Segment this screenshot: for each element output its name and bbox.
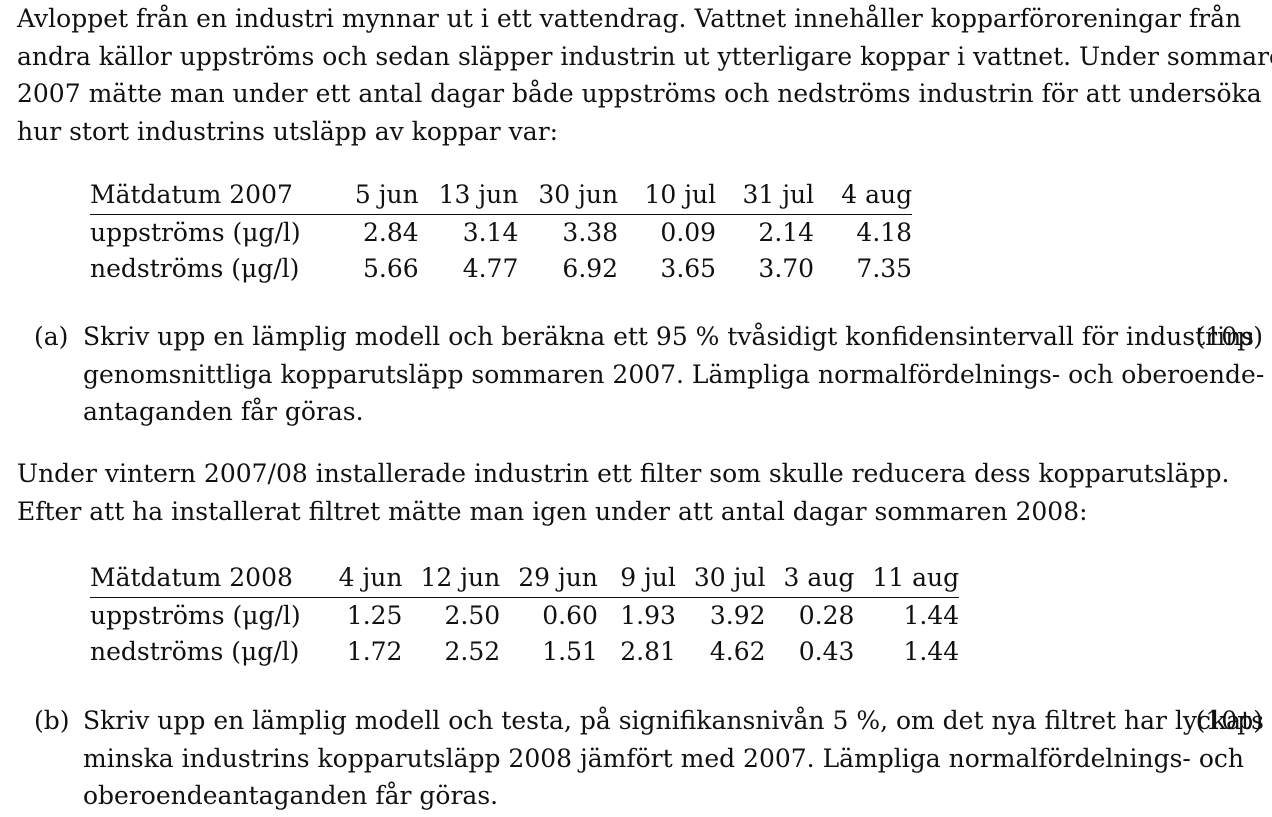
date-header: 29 jun — [500, 560, 598, 598]
date-header: 3 aug — [765, 560, 855, 598]
table-header-row: Mätdatum 2007 5 jun 13 jun 30 jun 10 jul… — [90, 177, 913, 215]
row-label-upstream: uppströms (μg/l) — [90, 601, 301, 630]
date-header: 10 jul — [618, 177, 717, 215]
table-row: uppströms (μg/l) 1.25 2.50 0.60 1.93 3.9… — [90, 598, 959, 635]
table-cell: 1.72 — [346, 637, 403, 666]
table-cell: 1.44 — [903, 601, 960, 630]
task-b-line: minska industrins kopparutsläpp 2008 jäm… — [83, 743, 1244, 773]
table-header-row: Mätdatum 2008 4 jun 12 jun 29 jun 9 jul … — [90, 560, 960, 598]
table-cell: 0.28 — [798, 601, 855, 630]
task-a-points: (10p) — [1195, 322, 1263, 351]
table-row: uppströms (μg/l) 2.84 3.14 3.38 0.09 2.1… — [90, 215, 912, 252]
table-cell: 3.38 — [562, 218, 619, 247]
task-a-text: Skriv upp en lämplig modell och beräkna … — [83, 318, 1265, 431]
date-header: 4 jun — [320, 560, 403, 598]
date-header: 13 jun — [418, 177, 519, 215]
table-header-label: Mätdatum 2007 — [90, 177, 321, 215]
table-cell: 2.81 — [620, 637, 676, 666]
task-a-line: antaganden får göras. — [83, 397, 364, 426]
middle-line: Efter att ha installerat filtret mätte m… — [17, 496, 1088, 526]
table-cell: 0.09 — [660, 218, 717, 247]
date-header: 4 aug — [814, 177, 913, 215]
task-b-line: Skriv upp en lämplig modell och testa, p… — [83, 706, 1264, 735]
middle-paragraph: Under vintern 2007/08 installerade indus… — [17, 455, 1230, 530]
table-cell: 3.70 — [758, 254, 815, 283]
task-b-label: (b) — [34, 706, 70, 735]
intro-line: andra källor uppströms och sedan släpper… — [17, 41, 1272, 71]
task-a-label: (a) — [34, 322, 69, 351]
table-cell: 2.52 — [444, 637, 501, 666]
intro-line: 2007 mätte man under ett antal dagar båd… — [17, 79, 1262, 108]
table-cell: 0.43 — [798, 637, 855, 666]
table-cell: 1.25 — [346, 601, 403, 630]
table-cell: 5.66 — [362, 254, 419, 283]
task-b-points: (10p) — [1195, 706, 1263, 735]
table-2008: Mätdatum 2008 4 jun 12 jun 29 jun 9 jul … — [90, 560, 960, 670]
row-label-downstream: nedströms (μg/l) — [90, 254, 300, 283]
table-cell: 4.18 — [856, 218, 913, 247]
row-label-downstream: nedströms (μg/l) — [90, 637, 300, 666]
table-row: nedströms (μg/l) 1.72 2.52 1.51 2.81 4.6… — [90, 634, 959, 670]
task-b-text: Skriv upp en lämplig modell och testa, p… — [83, 702, 1264, 815]
date-header: 11 aug — [854, 560, 960, 598]
table-cell: 4.77 — [462, 254, 519, 283]
date-header: 12 jun — [402, 560, 501, 598]
intro-paragraph: Avloppet från en industri mynnar ut i et… — [17, 0, 1272, 150]
date-header: 5 jun — [320, 177, 419, 215]
row-label-upstream: uppströms (μg/l) — [90, 218, 301, 247]
intro-line: hur stort industrins utsläpp av koppar v… — [17, 116, 559, 146]
intro-line: Avloppet från en industri mynnar ut i et… — [17, 4, 1242, 33]
table-cell: 0.60 — [542, 601, 598, 630]
table-cell: 4.62 — [709, 637, 766, 666]
task-a-line: Skriv upp en lämplig modell och beräkna … — [83, 322, 1254, 351]
table-2007: Mätdatum 2007 5 jun 13 jun 30 jun 10 jul… — [90, 177, 913, 287]
table-cell: 2.84 — [362, 218, 419, 247]
table-cell: 6.92 — [562, 254, 619, 283]
task-a-line: genomsnittliga kopparutsläpp sommaren 20… — [83, 359, 1265, 389]
middle-line: Under vintern 2007/08 installerade indus… — [17, 459, 1230, 488]
table-cell: 1.51 — [542, 637, 598, 666]
table-cell: 1.44 — [903, 637, 960, 666]
date-header: 31 jul — [716, 177, 815, 215]
table-header-label: Mätdatum 2008 — [90, 560, 321, 598]
date-header: 9 jul — [597, 560, 676, 598]
task-b-line: oberoendeantaganden får göras. — [83, 781, 499, 810]
table-cell: 2.50 — [444, 601, 501, 630]
table-cell: 3.14 — [462, 218, 519, 247]
table-cell: 7.35 — [856, 254, 913, 283]
date-header: 30 jun — [518, 177, 619, 215]
date-header: 30 jul — [675, 560, 766, 598]
table-row: nedströms (μg/l) 5.66 4.77 6.92 3.65 3.7… — [90, 251, 912, 287]
table-cell: 2.14 — [758, 218, 815, 247]
table-cell: 3.92 — [709, 601, 766, 630]
table-cell: 3.65 — [660, 254, 717, 283]
table-cell: 1.93 — [620, 601, 676, 630]
